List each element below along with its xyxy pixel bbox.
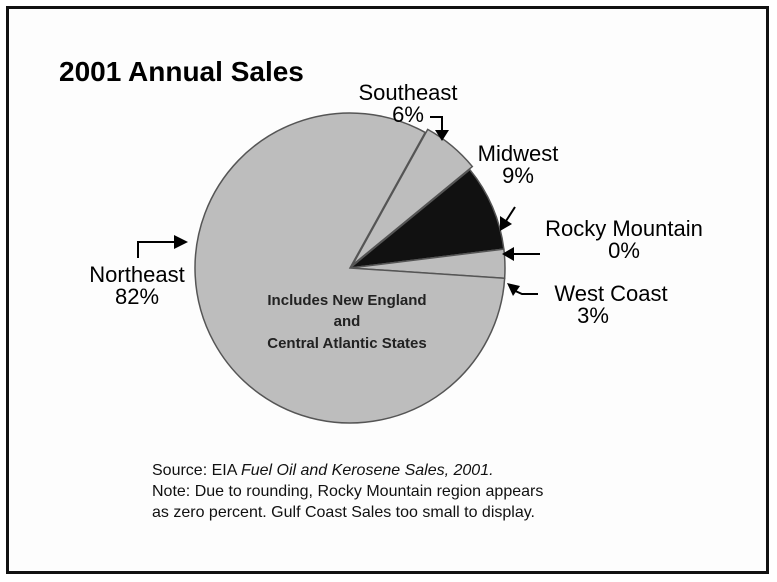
source-line: Source: EIA Fuel Oil and Kerosene Sales,…	[152, 460, 543, 481]
label-west-coast-name: West Coast	[554, 281, 667, 306]
label-rocky-mountain-value: 0%	[608, 238, 640, 263]
arrow-midwest	[505, 206, 516, 222]
label-northeast-value: 82%	[115, 284, 159, 309]
label-southeast-name: Southeast	[358, 80, 457, 105]
label-rocky-mountain-name: Rocky Mountain	[545, 216, 703, 241]
label-midwest-value: 9%	[502, 163, 534, 188]
pie-slices	[194, 112, 506, 424]
arrow-northeast	[137, 241, 176, 258]
label-midwest-name: Midwest	[478, 141, 559, 166]
annotation-line-2: and	[334, 313, 361, 330]
slice-midwest	[347, 168, 505, 270]
slice-northeast	[194, 112, 506, 424]
note-line-1: Note: Due to rounding, Rocky Mountain re…	[152, 483, 544, 500]
arrowhead-west-coast	[507, 283, 520, 296]
label-west-coast-value: 3%	[577, 303, 609, 328]
arrowhead-northeast	[174, 235, 188, 249]
annotation-line-3: Central Atlantic States	[267, 335, 427, 352]
note-line-2: as zero percent. Gulf Coast Sales too sm…	[152, 504, 535, 521]
arrowhead-rocky-mountain	[502, 247, 514, 261]
arrowhead-midwest	[500, 216, 512, 231]
label-southeast-value: 6%	[392, 102, 424, 127]
arrowhead-southeast	[435, 130, 449, 141]
source-prefix: Source: EIA	[152, 462, 241, 479]
slice-southeast	[351, 128, 474, 266]
chart-title: 2001 Annual Sales	[59, 56, 304, 87]
source-title: Fuel Oil and Kerosene Sales, 2001.	[240, 462, 494, 479]
label-northeast-name: Northeast	[89, 262, 184, 287]
source-notes: Source: EIA Fuel Oil and Kerosene Sales,…	[152, 460, 543, 523]
annotation-line-1: Includes New England	[267, 292, 426, 309]
arrow-southeast	[430, 116, 443, 131]
